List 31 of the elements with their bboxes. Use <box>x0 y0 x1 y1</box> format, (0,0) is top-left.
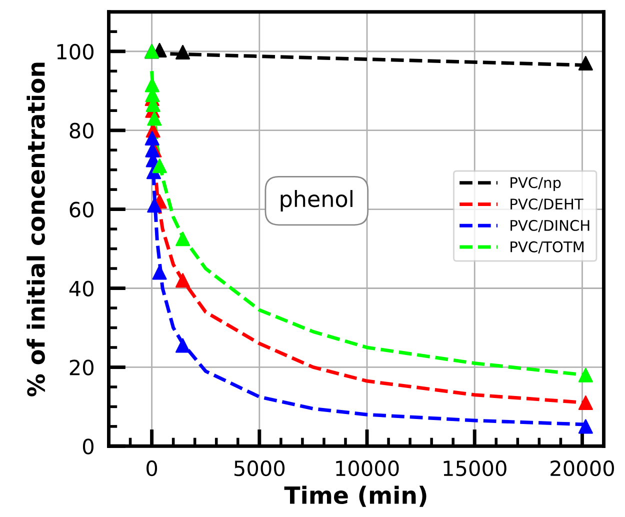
x-axis-title: Time (min) <box>284 486 426 507</box>
legend-label: PVC/np <box>510 177 561 191</box>
legend-label: PVC/TOTM <box>510 241 584 254</box>
y-tick-label: 40 <box>69 280 94 296</box>
point <box>578 419 593 434</box>
x-tick-label: 20000 <box>550 460 614 476</box>
point <box>176 232 190 246</box>
point <box>147 198 162 213</box>
y-tick-label: 60 <box>70 202 94 218</box>
y-tick-label: 80 <box>70 122 94 139</box>
point <box>176 338 190 353</box>
x-tick-label: 10000 <box>336 460 399 476</box>
x-tick-label: 5000 <box>234 460 285 476</box>
annotation: phenol <box>280 190 352 212</box>
point <box>578 368 593 382</box>
point <box>152 265 167 280</box>
legend-label: PVC/DINCH <box>510 220 590 232</box>
point <box>578 395 593 410</box>
legend-label: PVC/DEHT <box>510 198 584 211</box>
x-tick-label: 15000 <box>444 460 506 476</box>
y-tick-label: 20 <box>70 360 94 376</box>
point <box>176 273 190 288</box>
y-tick-label: 0 <box>82 438 94 454</box>
point <box>152 158 167 174</box>
point <box>578 56 593 70</box>
point <box>176 44 190 60</box>
x-tick-label: 0 <box>146 460 158 476</box>
point <box>147 111 162 126</box>
point <box>144 130 160 146</box>
y-tick-label: 100 <box>57 44 94 60</box>
y-axis-title: % of initial concentration <box>26 62 45 396</box>
